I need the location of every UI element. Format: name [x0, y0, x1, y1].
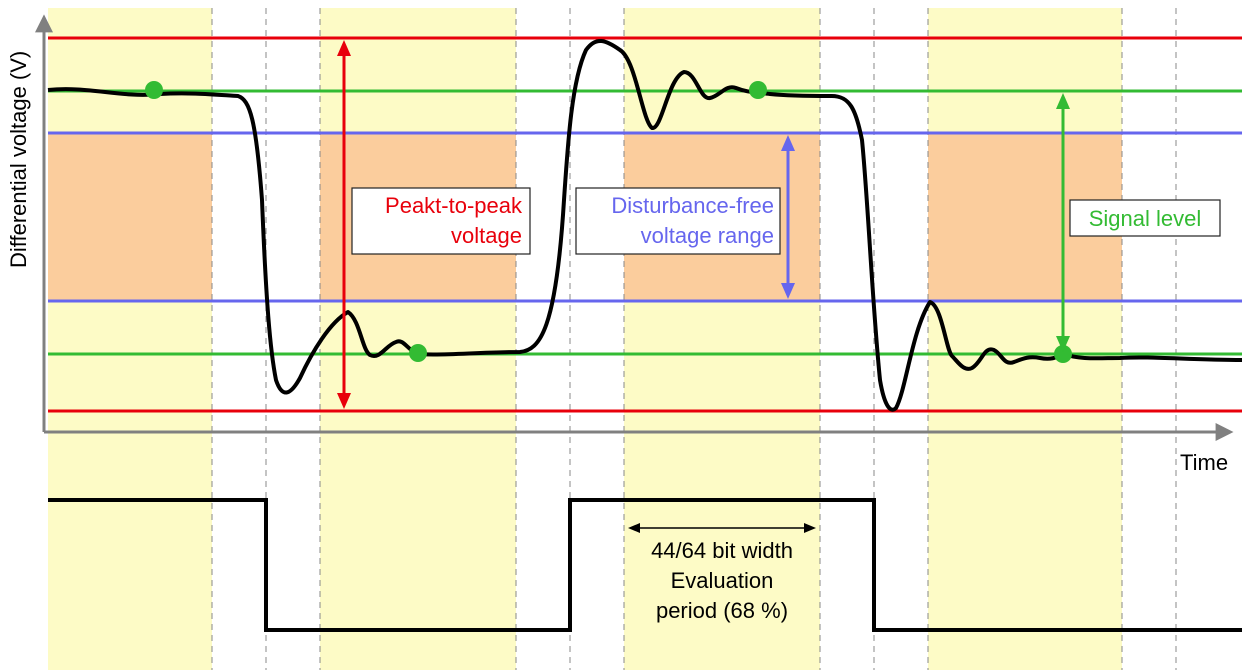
disturbance-free-label-box	[575, 187, 781, 255]
disturbance-free-label-line1: Disturbance-free	[611, 193, 774, 218]
digital-bitstream	[48, 498, 1242, 632]
sample-point-4	[1054, 345, 1072, 363]
x-axis-label: Time	[1180, 450, 1228, 475]
disturbance-free-label-line2: voltage range	[641, 223, 774, 248]
peak-to-peak-arrow	[337, 40, 351, 409]
sample-points	[145, 81, 1072, 363]
axes	[35, 14, 1234, 441]
peak-to-peak-label-box	[351, 187, 531, 255]
sample-point-2	[409, 344, 427, 362]
signal-level-label: Signal level	[1089, 206, 1202, 231]
evaluation-label-line3: period (68 %)	[656, 598, 788, 623]
evaluation-band-1	[48, 8, 212, 670]
level-lines	[48, 36, 1242, 413]
signal-level-label-box	[1069, 199, 1221, 237]
evaluation-label-line1: 44/64 bit width	[651, 538, 793, 563]
forbidden-zone-1	[48, 133, 212, 301]
disturbance-free-arrow	[781, 135, 795, 299]
evaluation-band-2	[320, 8, 516, 670]
evaluation-label-line2: Evaluation	[671, 568, 774, 593]
differential-waveform	[47, 39, 1242, 412]
signal-level-arrow	[1056, 93, 1070, 352]
peak-to-peak-label-line1: Peakt-to-peak	[385, 193, 523, 218]
evaluation-period-arrow	[628, 523, 816, 533]
evaluation-bands	[48, 8, 1122, 670]
evaluation-band-4	[928, 8, 1122, 670]
sample-point-3	[749, 81, 767, 99]
y-axis-label: Differential voltage (V)	[6, 51, 31, 268]
peak-to-peak-label-line2: voltage	[451, 223, 522, 248]
evaluation-band-3	[624, 8, 820, 670]
sample-point-1	[145, 81, 163, 99]
